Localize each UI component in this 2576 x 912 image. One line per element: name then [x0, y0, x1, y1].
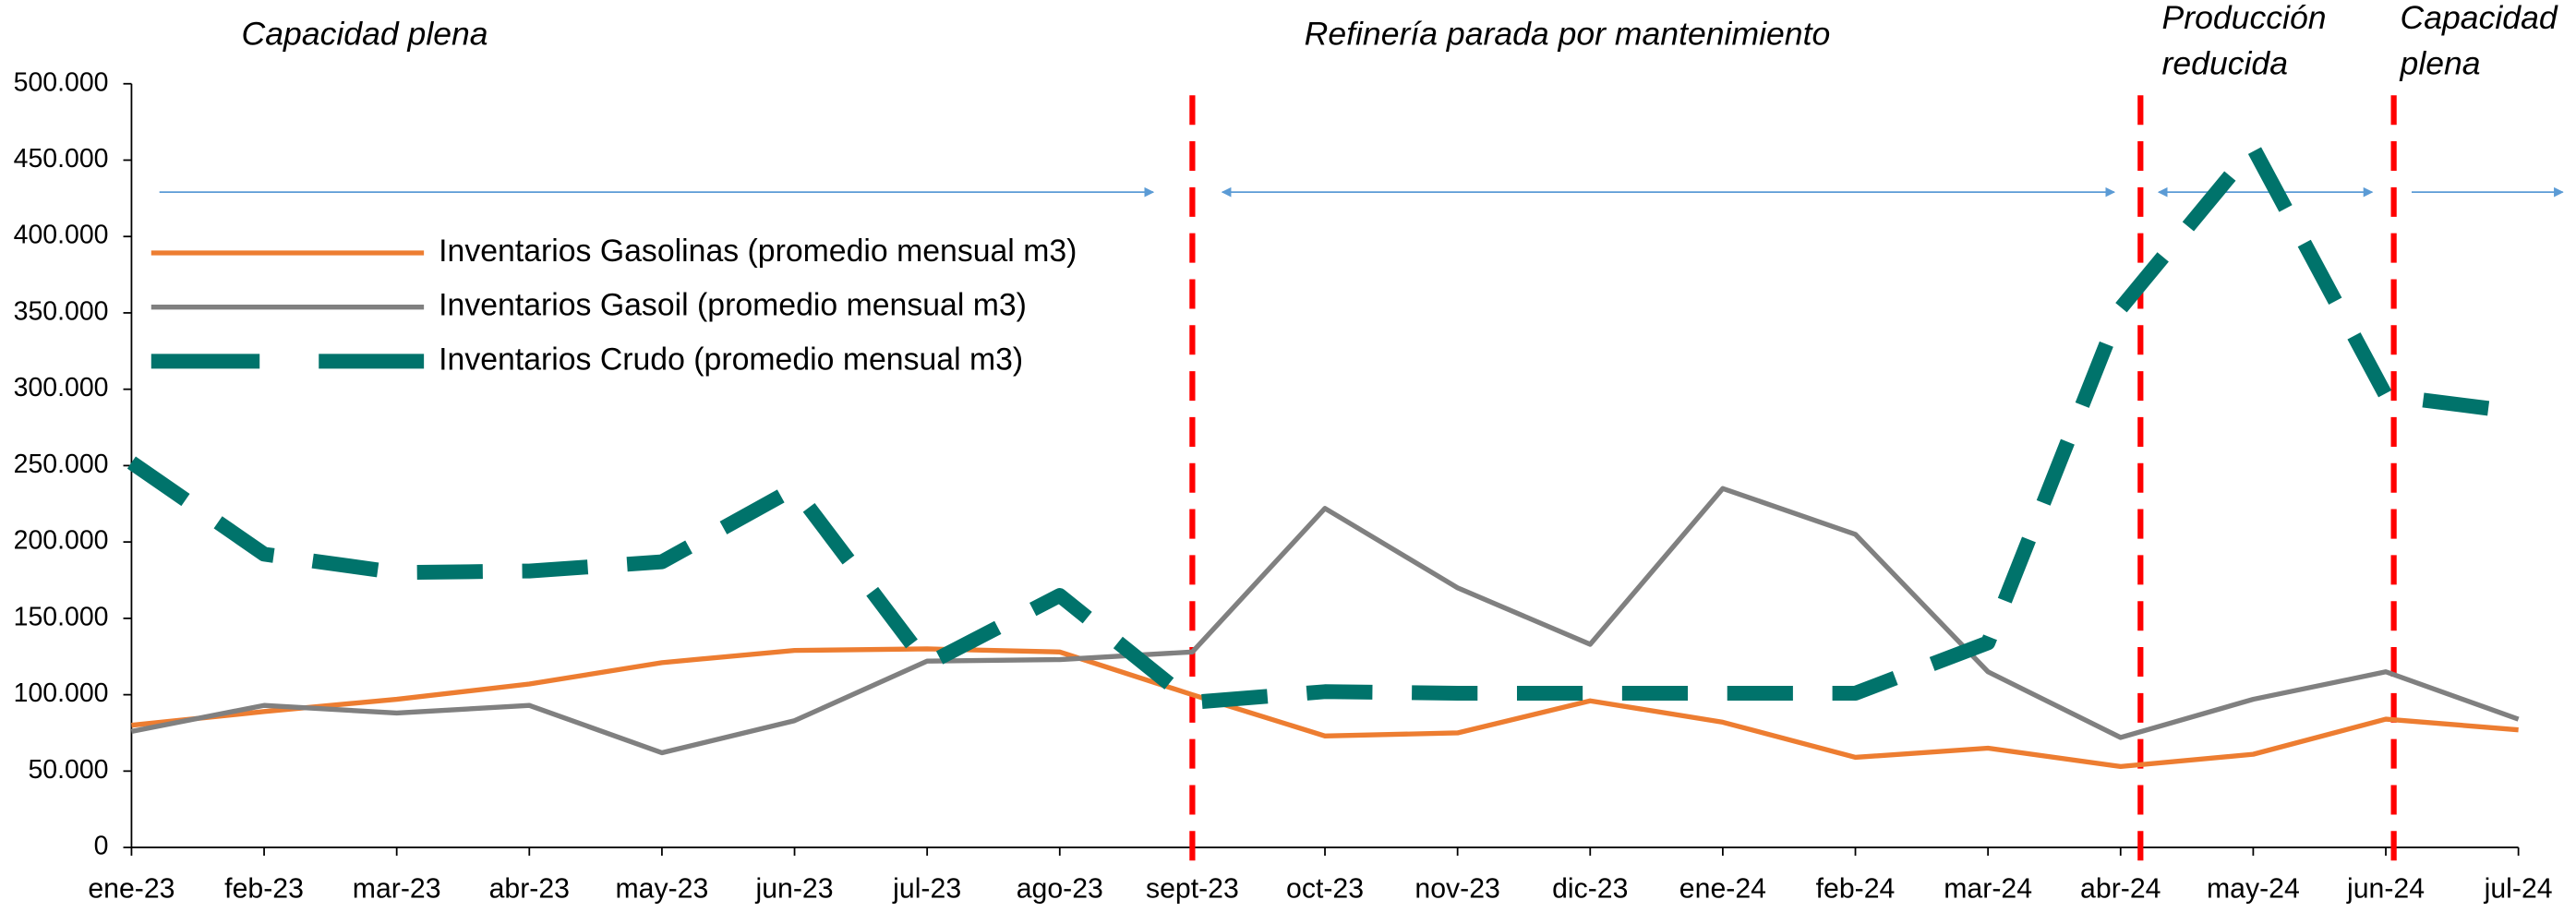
- x-tick-label: nov-23: [1414, 873, 1499, 904]
- x-tick-label: ago-23: [1017, 873, 1103, 904]
- y-tick-label: 450.000: [14, 144, 109, 174]
- annotation: Producción: [2162, 0, 2327, 36]
- series-line: [130, 486, 2520, 756]
- x-tick-label: abr-23: [489, 873, 570, 904]
- y-tick-label: 200.000: [14, 526, 109, 556]
- y-tick-label: 100.000: [14, 678, 109, 708]
- x-tick-label: jul-24: [2484, 873, 2553, 904]
- x-tick-label: jun-23: [755, 873, 834, 904]
- x-tick-label: abr-24: [2080, 873, 2161, 904]
- annotation: Refinería parada por mantenimiento: [1305, 16, 1831, 53]
- x-tick-label: feb-24: [1816, 873, 1896, 904]
- y-tick-label: 250.000: [14, 450, 109, 479]
- x-tick-label: may-23: [616, 873, 709, 904]
- annotation: Capacidad: [2401, 0, 2558, 36]
- x-tick-label: feb-23: [224, 873, 304, 904]
- legend-label: Inventarios Gasolinas (promedio mensual …: [439, 234, 1077, 269]
- y-tick-label: 400.000: [14, 221, 109, 250]
- x-tick-label: mar-23: [353, 873, 441, 904]
- x-tick-label: oct-23: [1286, 873, 1364, 904]
- y-tick-label: 350.000: [14, 296, 109, 326]
- y-tick-label: 150.000: [14, 602, 109, 631]
- y-tick-label: 0: [94, 832, 109, 861]
- legend-label: Inventarios Gasoil (promedio mensual m3): [439, 288, 1027, 323]
- legend-label: Inventarios Crudo (promedio mensual m3): [439, 342, 1023, 377]
- y-tick-label: 500.000: [14, 67, 109, 97]
- x-tick-label: ene-24: [1679, 873, 1766, 904]
- x-tick-label: jul-23: [892, 873, 961, 904]
- annotation: reducida: [2162, 45, 2288, 82]
- annotation: Capacidad plena: [242, 16, 488, 53]
- series-line: [126, 140, 2520, 710]
- x-tick-label: mar-24: [1944, 873, 2032, 904]
- x-tick-label: ene-23: [88, 873, 175, 904]
- annotation: plena: [2400, 45, 2481, 82]
- x-tick-label: dic-23: [1552, 873, 1628, 904]
- y-tick-label: 300.000: [14, 373, 109, 402]
- y-tick-label: 50.000: [28, 755, 108, 785]
- x-tick-label: jun-24: [2346, 873, 2425, 904]
- x-tick-label: may-24: [2207, 873, 2300, 904]
- x-tick-label: sept-23: [1146, 873, 1239, 904]
- series-line: [131, 646, 2519, 770]
